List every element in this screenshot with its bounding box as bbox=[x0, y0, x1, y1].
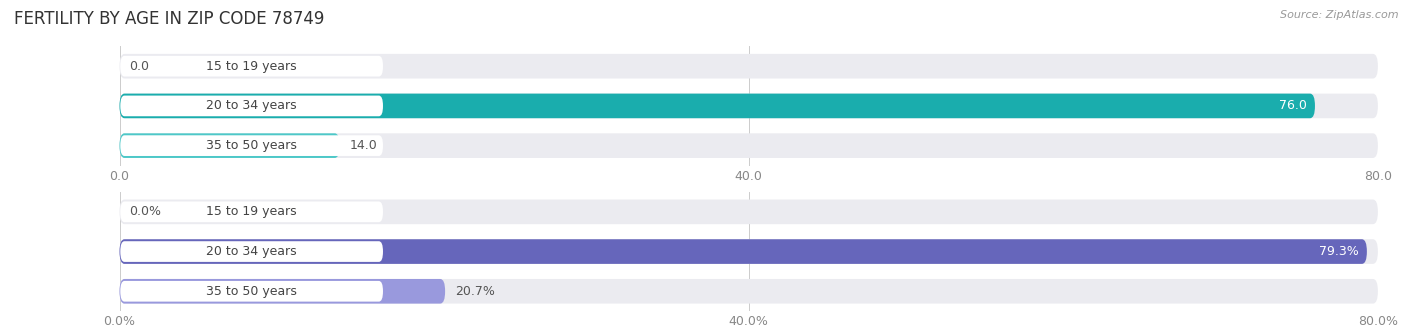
FancyBboxPatch shape bbox=[121, 281, 382, 302]
FancyBboxPatch shape bbox=[121, 202, 382, 222]
Text: 15 to 19 years: 15 to 19 years bbox=[207, 60, 297, 73]
FancyBboxPatch shape bbox=[120, 279, 1378, 304]
FancyBboxPatch shape bbox=[121, 96, 382, 116]
FancyBboxPatch shape bbox=[120, 94, 1378, 118]
FancyBboxPatch shape bbox=[121, 135, 382, 156]
FancyBboxPatch shape bbox=[121, 56, 382, 76]
Text: 14.0: 14.0 bbox=[350, 139, 378, 152]
FancyBboxPatch shape bbox=[120, 94, 1315, 118]
FancyBboxPatch shape bbox=[120, 54, 1378, 78]
Text: 0.0: 0.0 bbox=[129, 60, 149, 73]
Text: 35 to 50 years: 35 to 50 years bbox=[207, 285, 297, 298]
Text: 79.3%: 79.3% bbox=[1319, 245, 1360, 258]
FancyBboxPatch shape bbox=[120, 133, 340, 158]
FancyBboxPatch shape bbox=[120, 239, 1367, 264]
FancyBboxPatch shape bbox=[120, 200, 1378, 224]
Text: 76.0: 76.0 bbox=[1279, 99, 1308, 113]
Text: 20 to 34 years: 20 to 34 years bbox=[207, 245, 297, 258]
FancyBboxPatch shape bbox=[120, 279, 446, 304]
FancyBboxPatch shape bbox=[121, 241, 382, 262]
Text: 20 to 34 years: 20 to 34 years bbox=[207, 99, 297, 113]
FancyBboxPatch shape bbox=[120, 239, 1378, 264]
Text: 20.7%: 20.7% bbox=[456, 285, 495, 298]
Text: 15 to 19 years: 15 to 19 years bbox=[207, 205, 297, 218]
Text: 0.0%: 0.0% bbox=[129, 205, 162, 218]
Text: Source: ZipAtlas.com: Source: ZipAtlas.com bbox=[1281, 10, 1399, 20]
Text: FERTILITY BY AGE IN ZIP CODE 78749: FERTILITY BY AGE IN ZIP CODE 78749 bbox=[14, 10, 325, 28]
Text: 35 to 50 years: 35 to 50 years bbox=[207, 139, 297, 152]
FancyBboxPatch shape bbox=[120, 133, 1378, 158]
